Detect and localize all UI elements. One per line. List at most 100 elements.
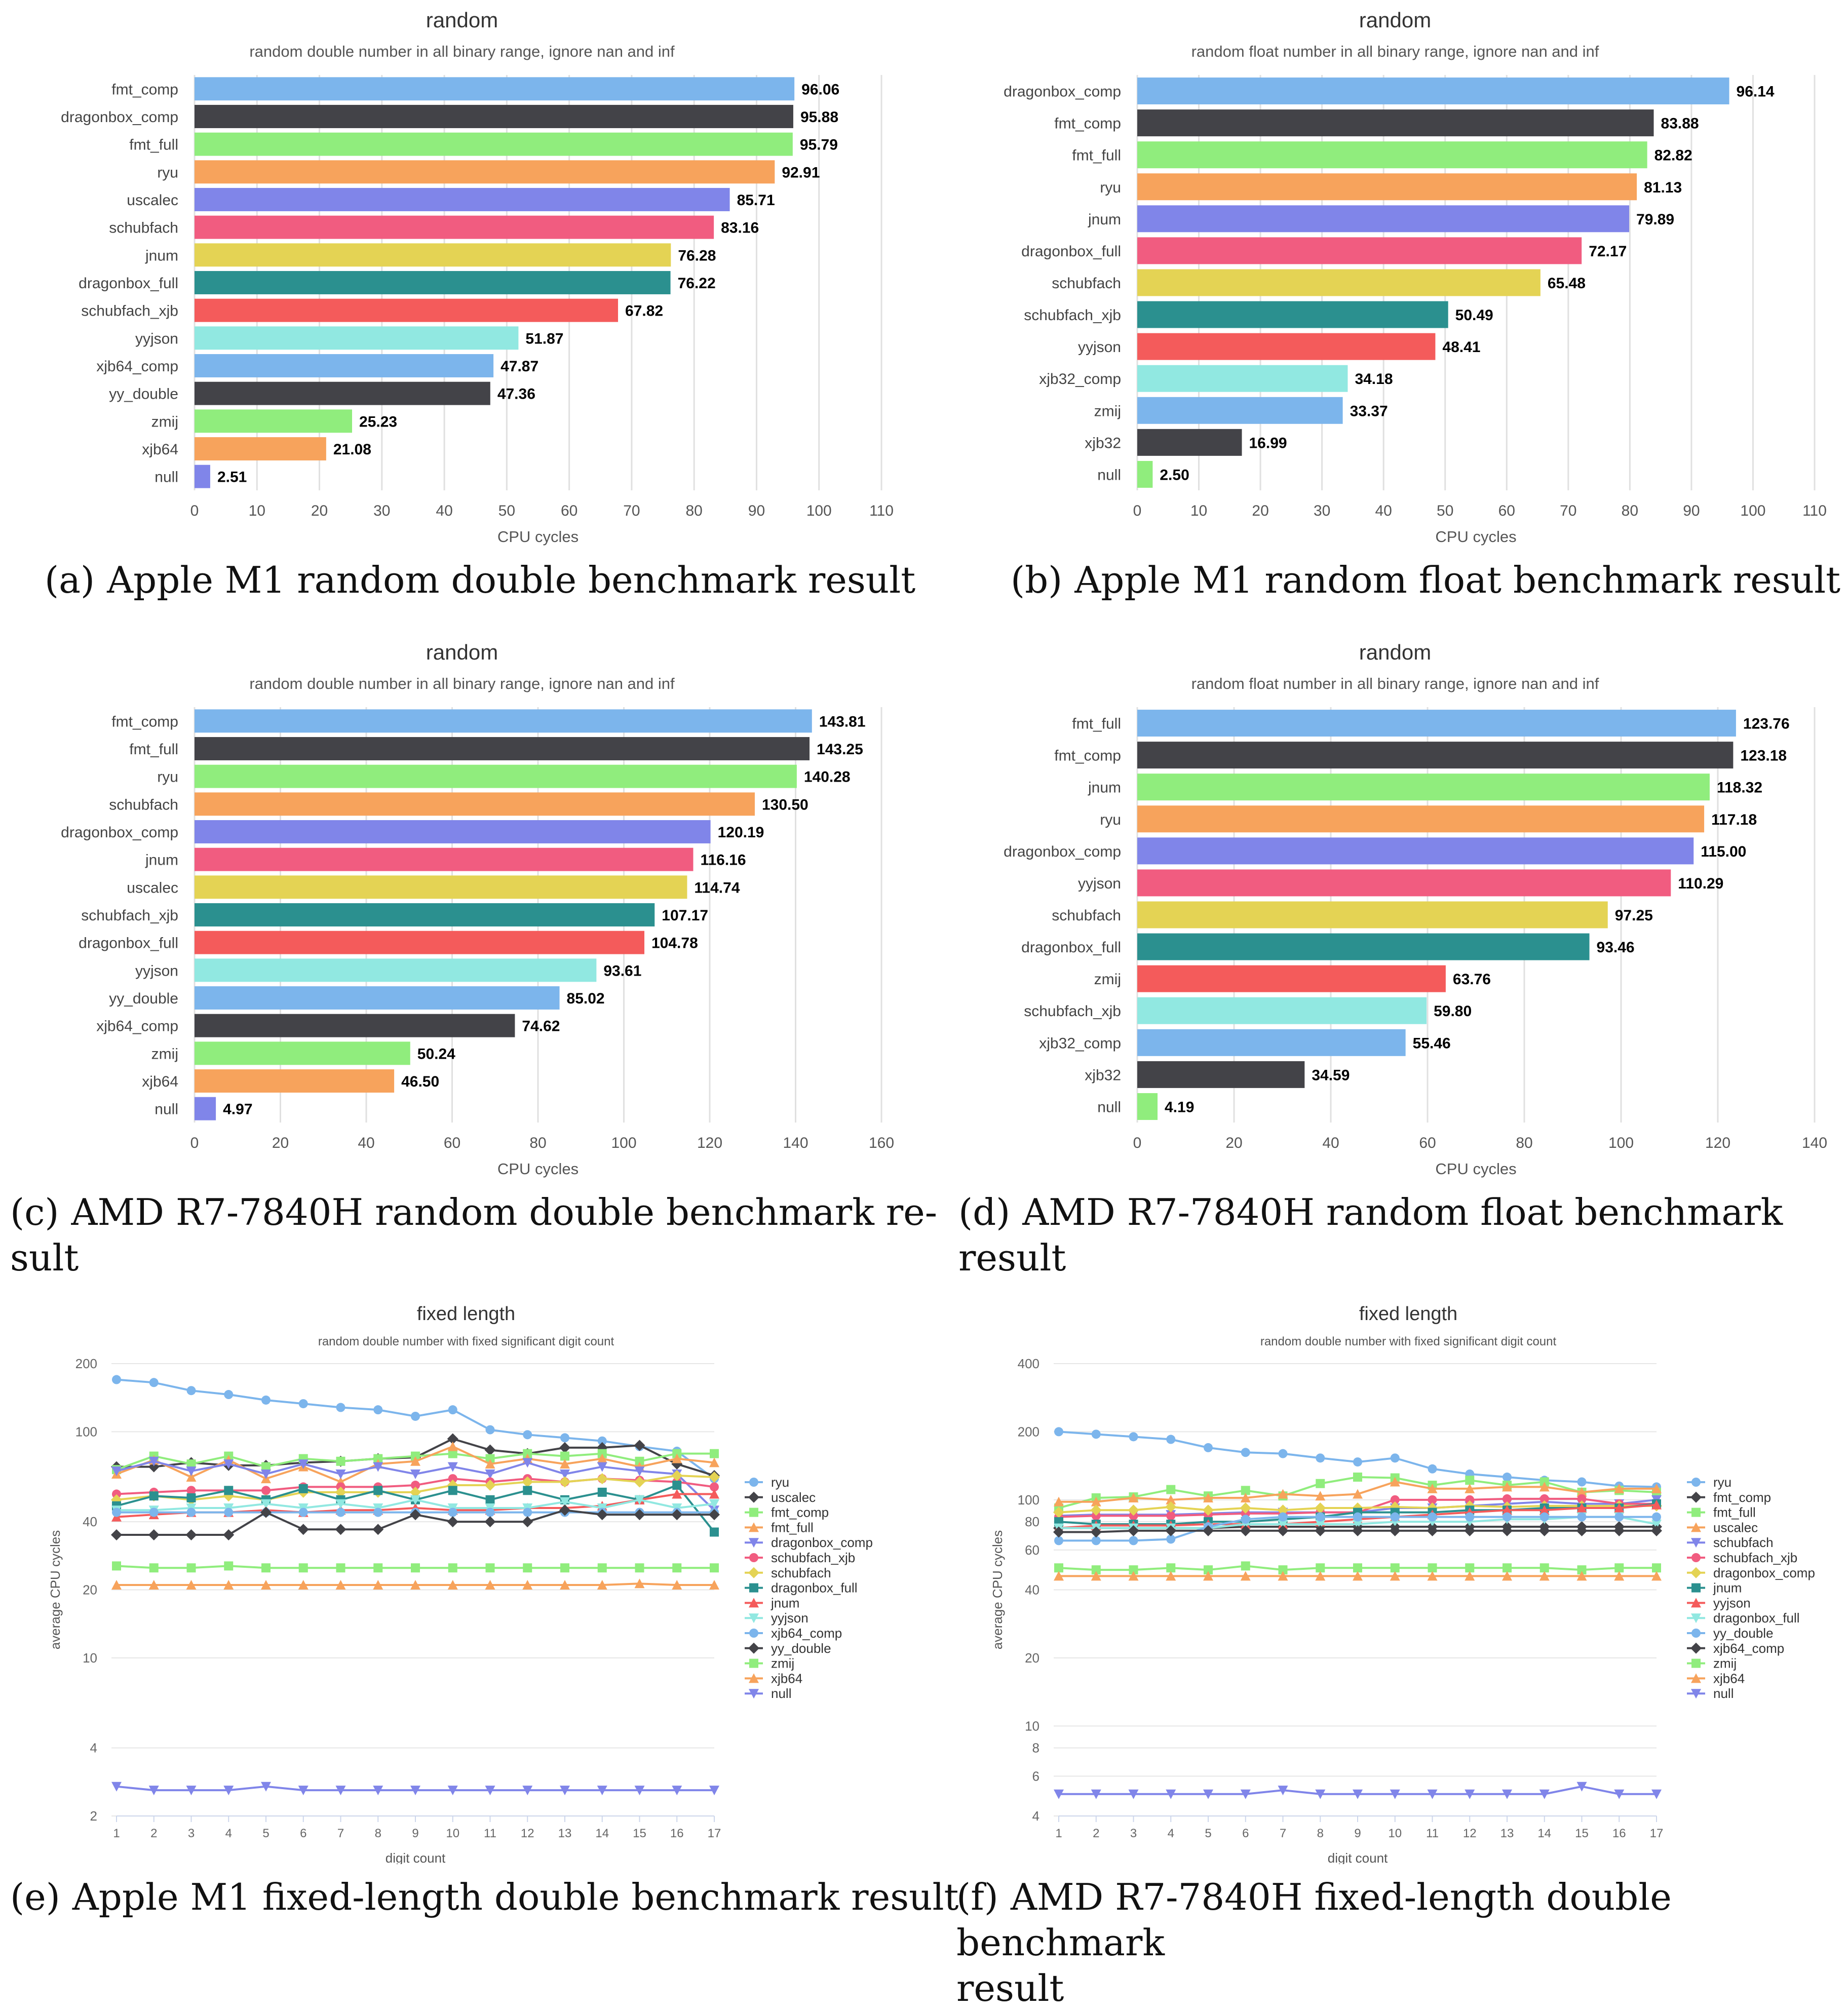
caption-text-cont: sult [10,1236,79,1279]
data-point [672,1481,682,1490]
data-point [596,1509,608,1521]
x-tick-label: 6 [1242,1827,1249,1840]
data-point [484,1516,496,1528]
data-label: 76.28 [678,247,716,264]
data-point [1465,1571,1475,1581]
data-point [484,1480,496,1491]
x-tick-label: 2 [150,1827,157,1840]
data-point [111,1529,122,1540]
data-label: 143.25 [817,741,863,758]
data-point [1315,1519,1326,1529]
legend-marker [1691,1613,1701,1623]
data-point [485,1563,495,1573]
x-tick-label: 17 [708,1827,721,1840]
data-point [709,1786,719,1796]
data-point [597,1487,607,1497]
chart-title: random [1359,640,1431,664]
data-point [1054,1536,1063,1545]
data-point [1577,1494,1587,1503]
data-point [224,1390,234,1400]
data-point [1091,1429,1101,1439]
data-point [1166,1563,1176,1573]
y-tick-label: 10 [1025,1718,1040,1733]
data-point [298,1580,309,1590]
legend-label: schubfach_xjb [1713,1550,1797,1565]
data-point [635,1563,644,1573]
caption-f: (f) AMD R7-7840H fixed-length double benc… [956,1874,1848,2011]
bar-chart-c: random random double number in all binary… [61,640,894,1178]
data-point [1091,1511,1101,1521]
data-point [1315,1491,1326,1501]
bar [195,847,694,871]
data-point [261,1469,271,1479]
data-point [1539,1571,1550,1581]
data-point [597,1786,607,1796]
bar [195,1041,410,1065]
legend-marker [749,1629,758,1638]
data-point [1502,1505,1512,1515]
data-point [1576,1502,1587,1513]
data-point [1614,1789,1625,1799]
category-label: null [1097,467,1121,483]
x-tick-label: 100 [1740,502,1765,519]
data-label: 50.49 [1455,307,1493,324]
data-point [1315,1789,1326,1799]
category-label: fmt_comp [1054,115,1121,132]
data-label: 120.19 [718,824,764,841]
data-label: 93.46 [1597,939,1635,956]
data-point [710,1482,719,1492]
data-point [260,1506,272,1518]
bar [1137,78,1729,105]
data-point [1278,1519,1288,1529]
data-point [1427,1483,1438,1493]
category-label: xjb64_comp [96,358,178,375]
bar [1137,365,1348,392]
data-point [149,1491,159,1501]
line-chart-f: fixed length random double number with fi… [990,1303,1815,1864]
data-point [1503,1563,1512,1573]
bar [195,105,793,128]
bar [195,820,711,843]
data-point [373,1486,383,1495]
data-point [223,1786,234,1796]
category-label: dragonbox_comp [1004,843,1121,860]
data-point [1576,1782,1587,1792]
data-point [559,1442,570,1453]
legend-label: dragonbox_comp [1713,1565,1815,1580]
data-point [1427,1789,1438,1799]
data-point [223,1529,235,1540]
bar [195,737,810,760]
x-tick-label: 120 [697,1135,722,1151]
data-point [261,1462,271,1472]
data-label: 107.17 [662,907,708,924]
category-label: fmt_full [1072,716,1121,732]
data-point [1428,1495,1437,1504]
x-tick-label: 80 [529,1135,546,1151]
x-tick-label: 110 [1802,502,1827,519]
data-point [298,1459,309,1469]
bar [1137,837,1694,865]
x-tick-label: 140 [783,1135,808,1151]
y-tick-label: 6 [1032,1768,1040,1784]
x-tick-label: 4 [225,1827,232,1840]
data-point [1054,1563,1063,1573]
data-label: 115.00 [1701,843,1746,860]
legend-label: fmt_full [771,1520,814,1535]
x-tick-label: 10 [1388,1827,1402,1840]
x-tick-label: 100 [611,1135,636,1151]
data-point [1577,1512,1587,1522]
x-tick-label: 8 [1317,1827,1324,1840]
bar [1137,997,1427,1024]
data-point [1390,1563,1400,1573]
category-label: yy_double [109,386,178,403]
chart-panel-a: random random double number in all binary… [0,0,924,547]
data-point [485,1459,495,1469]
data-point [1576,1525,1588,1536]
category-label: uscalec [127,879,178,896]
data-point [634,1466,645,1477]
legend-marker [749,1478,758,1487]
data-point [672,1580,682,1590]
data-point [148,1529,160,1540]
legend-marker [1691,1538,1701,1548]
data-point [148,1786,159,1796]
